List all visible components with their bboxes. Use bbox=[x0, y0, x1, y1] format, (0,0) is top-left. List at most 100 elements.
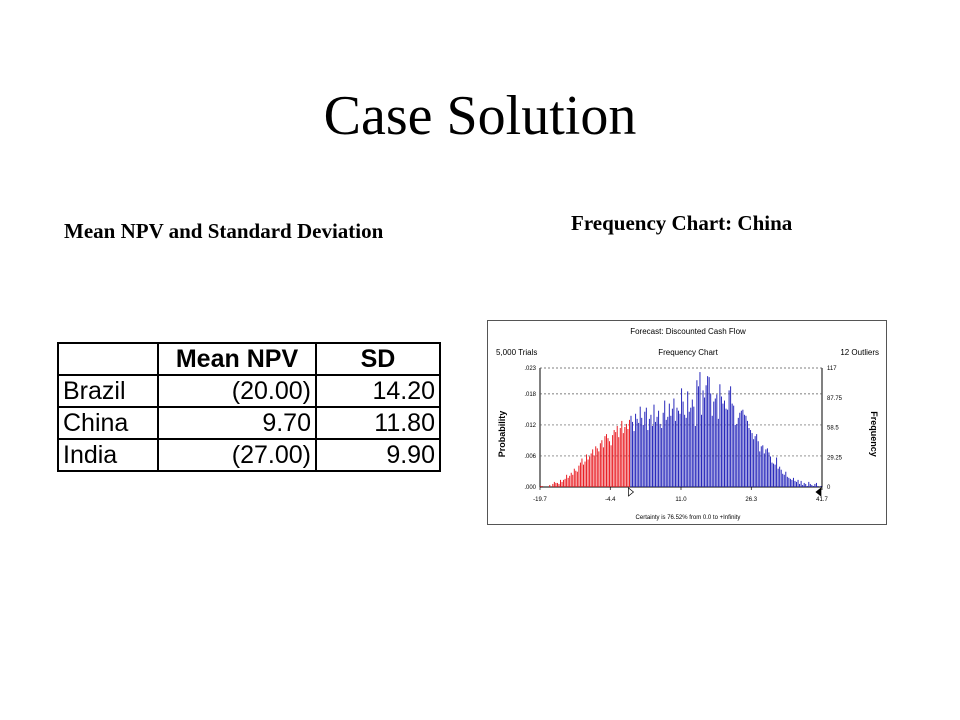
histogram-bar bbox=[710, 393, 712, 487]
y2-tick-label: 117 bbox=[827, 366, 837, 372]
histogram-bar bbox=[759, 451, 761, 487]
frequency-chart: Forecast: Discounted Cash Flow 5,000 Tri… bbox=[487, 320, 887, 525]
histogram-bar bbox=[750, 430, 752, 487]
histogram-bar bbox=[789, 478, 791, 487]
histogram-bar bbox=[659, 423, 661, 487]
histogram-bar bbox=[573, 468, 575, 487]
histogram-bar bbox=[607, 438, 609, 487]
histogram-bar bbox=[776, 457, 778, 487]
histogram-bar bbox=[587, 459, 589, 487]
histogram-bar bbox=[733, 405, 735, 487]
histogram-bar bbox=[811, 484, 813, 487]
histogram-bar bbox=[589, 456, 591, 487]
y2-tick-label: 58.5 bbox=[827, 426, 839, 432]
histogram-bar bbox=[609, 441, 611, 487]
outliers-label: 12 Outliers bbox=[840, 348, 879, 357]
histogram-bar bbox=[743, 414, 745, 487]
histogram-bar bbox=[583, 464, 584, 487]
histogram-bar bbox=[595, 446, 597, 487]
histogram-bar bbox=[563, 479, 565, 487]
chart-subtitle: Frequency Chart bbox=[658, 348, 718, 357]
histogram-bar bbox=[566, 474, 568, 487]
y2-axis-label: Frequency bbox=[869, 411, 879, 457]
histogram-bar bbox=[693, 406, 695, 487]
histogram-bar bbox=[768, 452, 770, 487]
table-row: China 9.70 11.80 bbox=[57, 406, 441, 440]
histogram-bar bbox=[664, 400, 666, 487]
histogram-bar bbox=[805, 483, 807, 487]
sd-cell: 14.20 bbox=[315, 374, 441, 408]
histogram-bar bbox=[730, 386, 732, 487]
histogram-bar bbox=[618, 437, 620, 487]
histogram-bar bbox=[783, 474, 785, 487]
histogram-bar bbox=[785, 471, 787, 487]
histogram-bar bbox=[763, 453, 765, 487]
table-header-row: Mean NPV SD bbox=[57, 342, 441, 376]
histogram-bar bbox=[613, 430, 615, 487]
table-heading: Mean NPV and Standard Deviation bbox=[64, 219, 384, 243]
histogram-bar bbox=[727, 409, 729, 487]
histogram-bar bbox=[678, 410, 679, 487]
histogram-bar bbox=[697, 386, 699, 487]
histogram-bar bbox=[754, 436, 756, 487]
histogram-bar bbox=[676, 407, 678, 487]
histogram-bar bbox=[740, 410, 742, 487]
mean-npv-cell: (27.00) bbox=[157, 438, 317, 472]
histogram-bar bbox=[756, 434, 758, 487]
histogram-bar bbox=[792, 477, 794, 487]
histogram-bar bbox=[780, 469, 782, 487]
histogram-bar bbox=[656, 416, 658, 487]
histogram-bar bbox=[627, 429, 629, 487]
histogram-bar bbox=[773, 463, 775, 487]
histogram-bar bbox=[720, 396, 722, 487]
histogram-bar bbox=[636, 418, 638, 487]
histogram-bar bbox=[667, 416, 669, 487]
histogram-bar bbox=[812, 485, 814, 487]
histogram-bar bbox=[702, 390, 704, 487]
histogram-bar bbox=[791, 479, 793, 487]
histogram-bar bbox=[621, 420, 623, 487]
histogram-bar bbox=[569, 475, 571, 487]
certainty-label: Certainty is 76.52% from 0.0 to +Infinit… bbox=[636, 515, 741, 521]
histogram-bar bbox=[639, 406, 641, 487]
histogram-bar bbox=[799, 483, 801, 487]
histogram-bar bbox=[596, 448, 598, 487]
histogram-bar bbox=[671, 408, 673, 487]
histogram-bar bbox=[540, 485, 542, 487]
histogram-bar bbox=[590, 453, 592, 487]
histogram-bar bbox=[757, 441, 759, 487]
x-tick-label: 26.3 bbox=[745, 497, 757, 503]
y2-tick-label: 29.25 bbox=[827, 455, 843, 461]
histogram-bar bbox=[796, 481, 797, 487]
table-header-mean-npv: Mean NPV bbox=[157, 342, 317, 376]
histogram-bar bbox=[694, 425, 696, 487]
x-tick-label: 11.0 bbox=[675, 497, 687, 503]
histogram-bar bbox=[769, 456, 771, 487]
histogram-bar bbox=[581, 458, 583, 487]
histogram-bar bbox=[679, 413, 681, 487]
histogram-bar bbox=[598, 451, 600, 487]
sd-cell: 9.90 bbox=[315, 438, 441, 472]
histogram-bar bbox=[808, 481, 810, 487]
histogram-bar bbox=[647, 430, 649, 487]
table-header-blank bbox=[57, 342, 159, 376]
histogram-bar bbox=[576, 471, 578, 487]
histogram-bar bbox=[606, 434, 607, 487]
histogram-bar bbox=[619, 428, 621, 487]
histogram-bar bbox=[722, 403, 724, 487]
x-tick-label: -19.7 bbox=[533, 497, 547, 503]
histogram-bar bbox=[570, 472, 572, 487]
histogram-bar bbox=[817, 485, 819, 487]
histogram-bar bbox=[599, 443, 601, 487]
histogram-bar bbox=[651, 425, 653, 487]
histogram-bar bbox=[745, 415, 747, 487]
certainty-start-marker bbox=[628, 487, 635, 497]
histogram-bar bbox=[553, 481, 555, 487]
histogram-bar bbox=[681, 388, 683, 487]
histogram-bar bbox=[728, 390, 730, 487]
histogram-bar bbox=[688, 411, 690, 487]
histogram-bar bbox=[736, 423, 738, 487]
histogram-bar bbox=[708, 377, 710, 487]
histogram-bar bbox=[564, 478, 566, 487]
histogram-bar bbox=[670, 415, 672, 487]
